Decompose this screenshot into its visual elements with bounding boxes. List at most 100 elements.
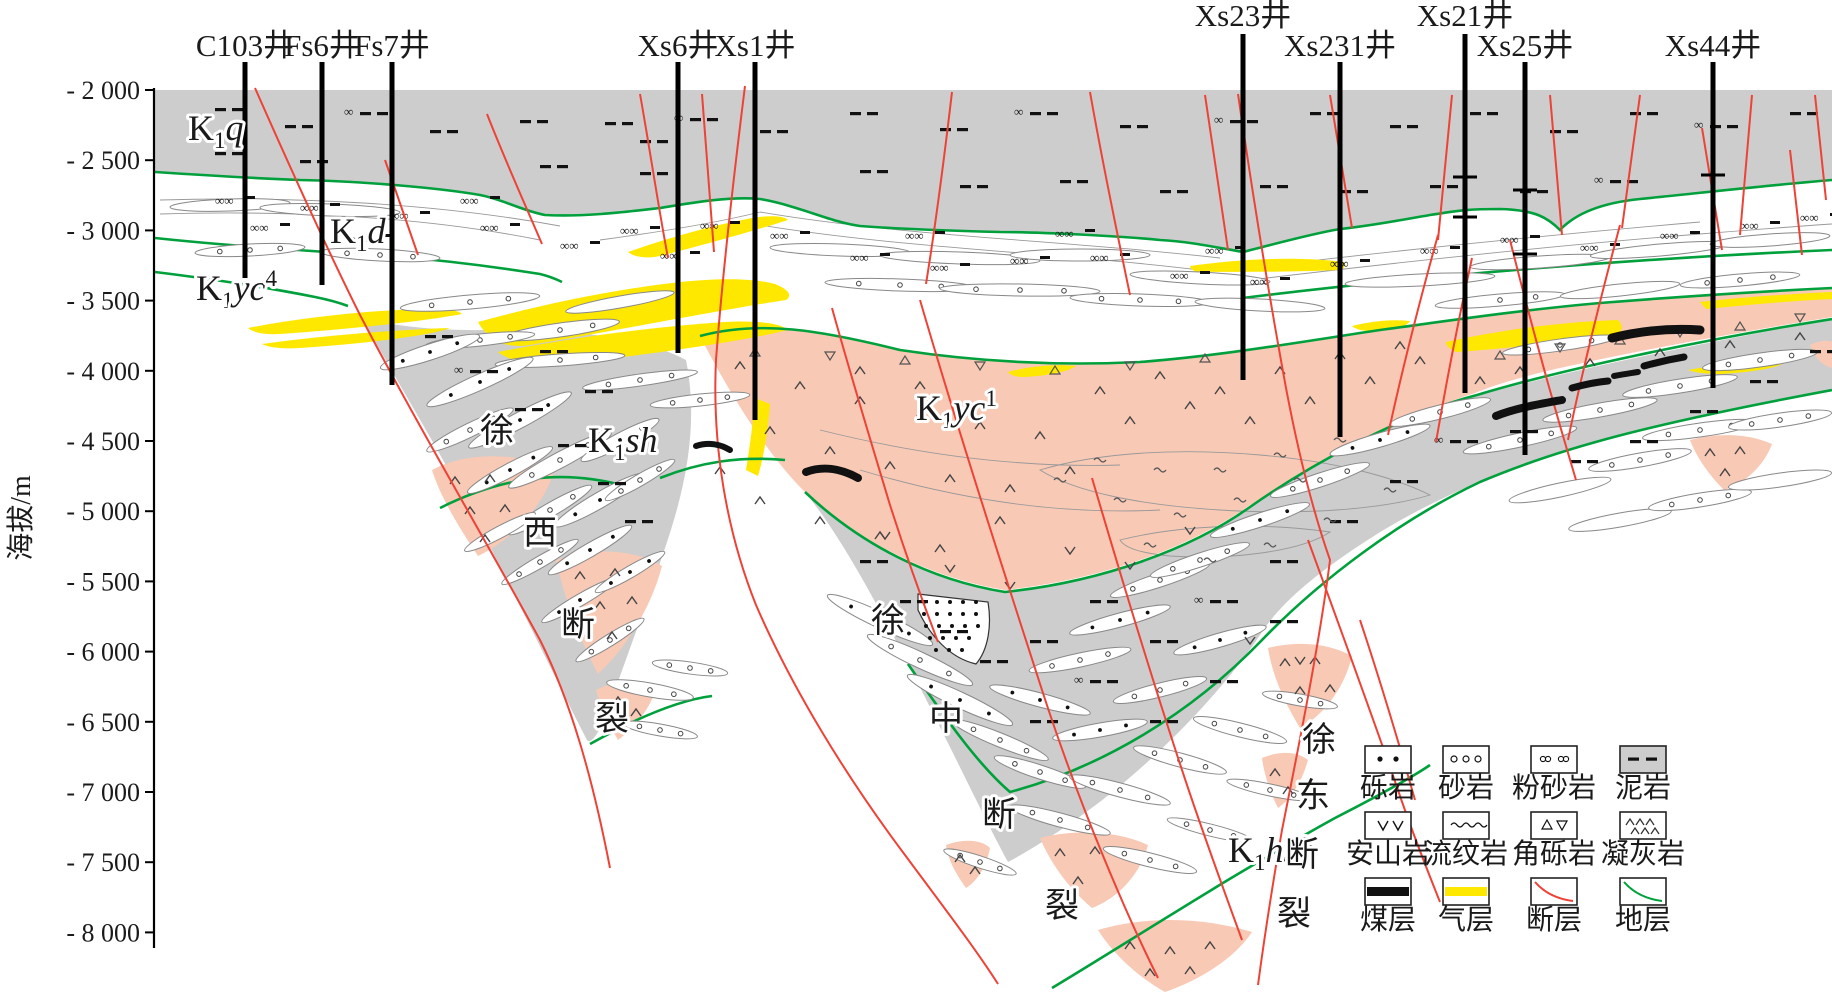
conglomerate-dot <box>963 624 967 628</box>
andesite-symbol <box>879 531 891 541</box>
mudstone-dash <box>515 408 543 412</box>
conglomerate-dot <box>967 636 971 640</box>
mudstone-dash <box>1330 520 1358 524</box>
tuff-symbol <box>969 865 981 875</box>
legend-item-mudstone: 泥岩 <box>1615 745 1671 804</box>
mudstone-dash <box>1160 190 1188 194</box>
tuff-symbol <box>1414 355 1426 365</box>
tuff-patch <box>556 551 662 674</box>
fault-name-char: 徐 <box>1302 721 1336 759</box>
rock-lens <box>580 417 660 463</box>
tuff-symbol <box>1064 465 1076 475</box>
breccia-symbol <box>973 361 987 372</box>
mudstone-dash <box>1570 460 1598 464</box>
rock-lens <box>1069 604 1171 636</box>
conglomerate-dot <box>948 600 952 604</box>
siltstone-symbol: ∞∞ <box>350 231 390 246</box>
well-label: C103井 <box>196 28 294 63</box>
rhyolite-symbol <box>1333 437 1347 443</box>
rhyolite-symbol <box>1153 467 1167 473</box>
rock-lens <box>426 407 514 453</box>
well-label: Xs231井 <box>1284 28 1396 63</box>
well-label: Xs1井 <box>715 28 796 63</box>
tuff-symbol <box>884 460 896 470</box>
legend-swatch <box>1530 811 1578 840</box>
formation-k1q-body <box>155 90 1832 252</box>
well-Fs7井: Fs7井 <box>354 28 430 385</box>
mudstone-dash: ∞ <box>1594 172 1638 187</box>
tuff-symbol <box>1294 685 1306 695</box>
tuff-symbol <box>954 853 966 863</box>
well-label: Xs23井 <box>1195 0 1291 33</box>
tuff-symbol <box>1394 340 1406 350</box>
rock-lens <box>866 633 974 687</box>
mudstone-dash <box>960 185 988 189</box>
mudstone-dash <box>1270 620 1298 624</box>
mudstone-dash <box>1470 112 1498 116</box>
andesite-symbol <box>1064 546 1076 556</box>
svg-text:∞∞: ∞∞ <box>1010 253 1029 268</box>
well-Xs25井: Xs25井 <box>1477 28 1573 455</box>
mudstone-dash <box>1550 130 1578 134</box>
mudstone-dash <box>640 172 668 176</box>
mudstone-dash <box>940 630 968 634</box>
rock-lens <box>399 292 541 312</box>
siltstone-symbol: ∞∞ <box>1010 253 1050 268</box>
tuff-symbol <box>1794 331 1806 341</box>
mudstone-dash: ∞ <box>1014 104 1058 119</box>
conglomerate-dot <box>937 624 941 628</box>
mudstone-dash <box>980 660 1008 664</box>
conglomerate-dot <box>974 600 978 604</box>
rock-lens <box>1559 280 1681 300</box>
rock-lens <box>565 290 675 314</box>
siltstone-symbol: ∞∞ <box>770 228 810 243</box>
siltstone-symbol: ∞∞ <box>1500 232 1540 247</box>
fault-name-char: 断 <box>982 796 1016 834</box>
legend-label: 凝灰岩 <box>1601 838 1685 870</box>
formation-k1yc1-body <box>700 288 1832 590</box>
tuff-symbol <box>914 380 926 390</box>
breccia-symbol <box>1553 343 1567 354</box>
svg-text:∞∞: ∞∞ <box>480 220 499 235</box>
legend-swatch <box>1442 811 1490 840</box>
axis-tick-label: - 6 500 <box>66 708 140 737</box>
rock-lens <box>1028 646 1132 674</box>
tuff-symbol <box>914 410 926 420</box>
legend-label: 断层 <box>1526 904 1582 936</box>
rock-lens <box>1102 846 1198 874</box>
tuff-symbol <box>854 395 866 405</box>
rock-lens <box>1568 508 1672 532</box>
rhyolite-symbol <box>1273 452 1287 458</box>
svg-text:∞: ∞ <box>1014 104 1023 119</box>
axis-tick-label: - 5 500 <box>66 567 140 596</box>
legend-label: 流纹岩 <box>1424 838 1508 870</box>
rock-lens <box>379 333 481 371</box>
mudstone-dash <box>520 120 548 124</box>
siltstone-symbol: ∞∞ <box>560 238 600 253</box>
mudstone-dash <box>1030 640 1058 644</box>
rock-lens <box>1648 488 1752 512</box>
mudstone-dash <box>860 170 888 174</box>
fault-name-char: 东 <box>1296 777 1330 815</box>
mudstone-dash: ∞ <box>1434 432 1478 447</box>
breccia-symbol <box>823 351 837 362</box>
tuff-symbol <box>814 515 826 525</box>
conglomerate-dot <box>954 636 958 640</box>
legend-item-andesite: 安山岩 <box>1346 811 1430 870</box>
conglomerate-dot <box>928 636 932 640</box>
tuff-symbol <box>1184 400 1196 410</box>
svg-text:∞: ∞ <box>1434 432 1443 447</box>
rhyolite-symbol <box>1093 457 1107 463</box>
rock-lens <box>1173 624 1267 656</box>
rock-lens <box>1642 418 1758 442</box>
well-Xs44井: Xs44井 <box>1665 28 1761 388</box>
svg-text:∞: ∞ <box>1074 672 1083 687</box>
mudstone-dash <box>1630 440 1658 444</box>
siltstone-symbol: ∞∞ <box>1170 268 1210 283</box>
conglomerate-dot <box>961 612 965 616</box>
mudstone-dash <box>1120 125 1148 129</box>
mudstone-dash <box>1790 112 1818 116</box>
